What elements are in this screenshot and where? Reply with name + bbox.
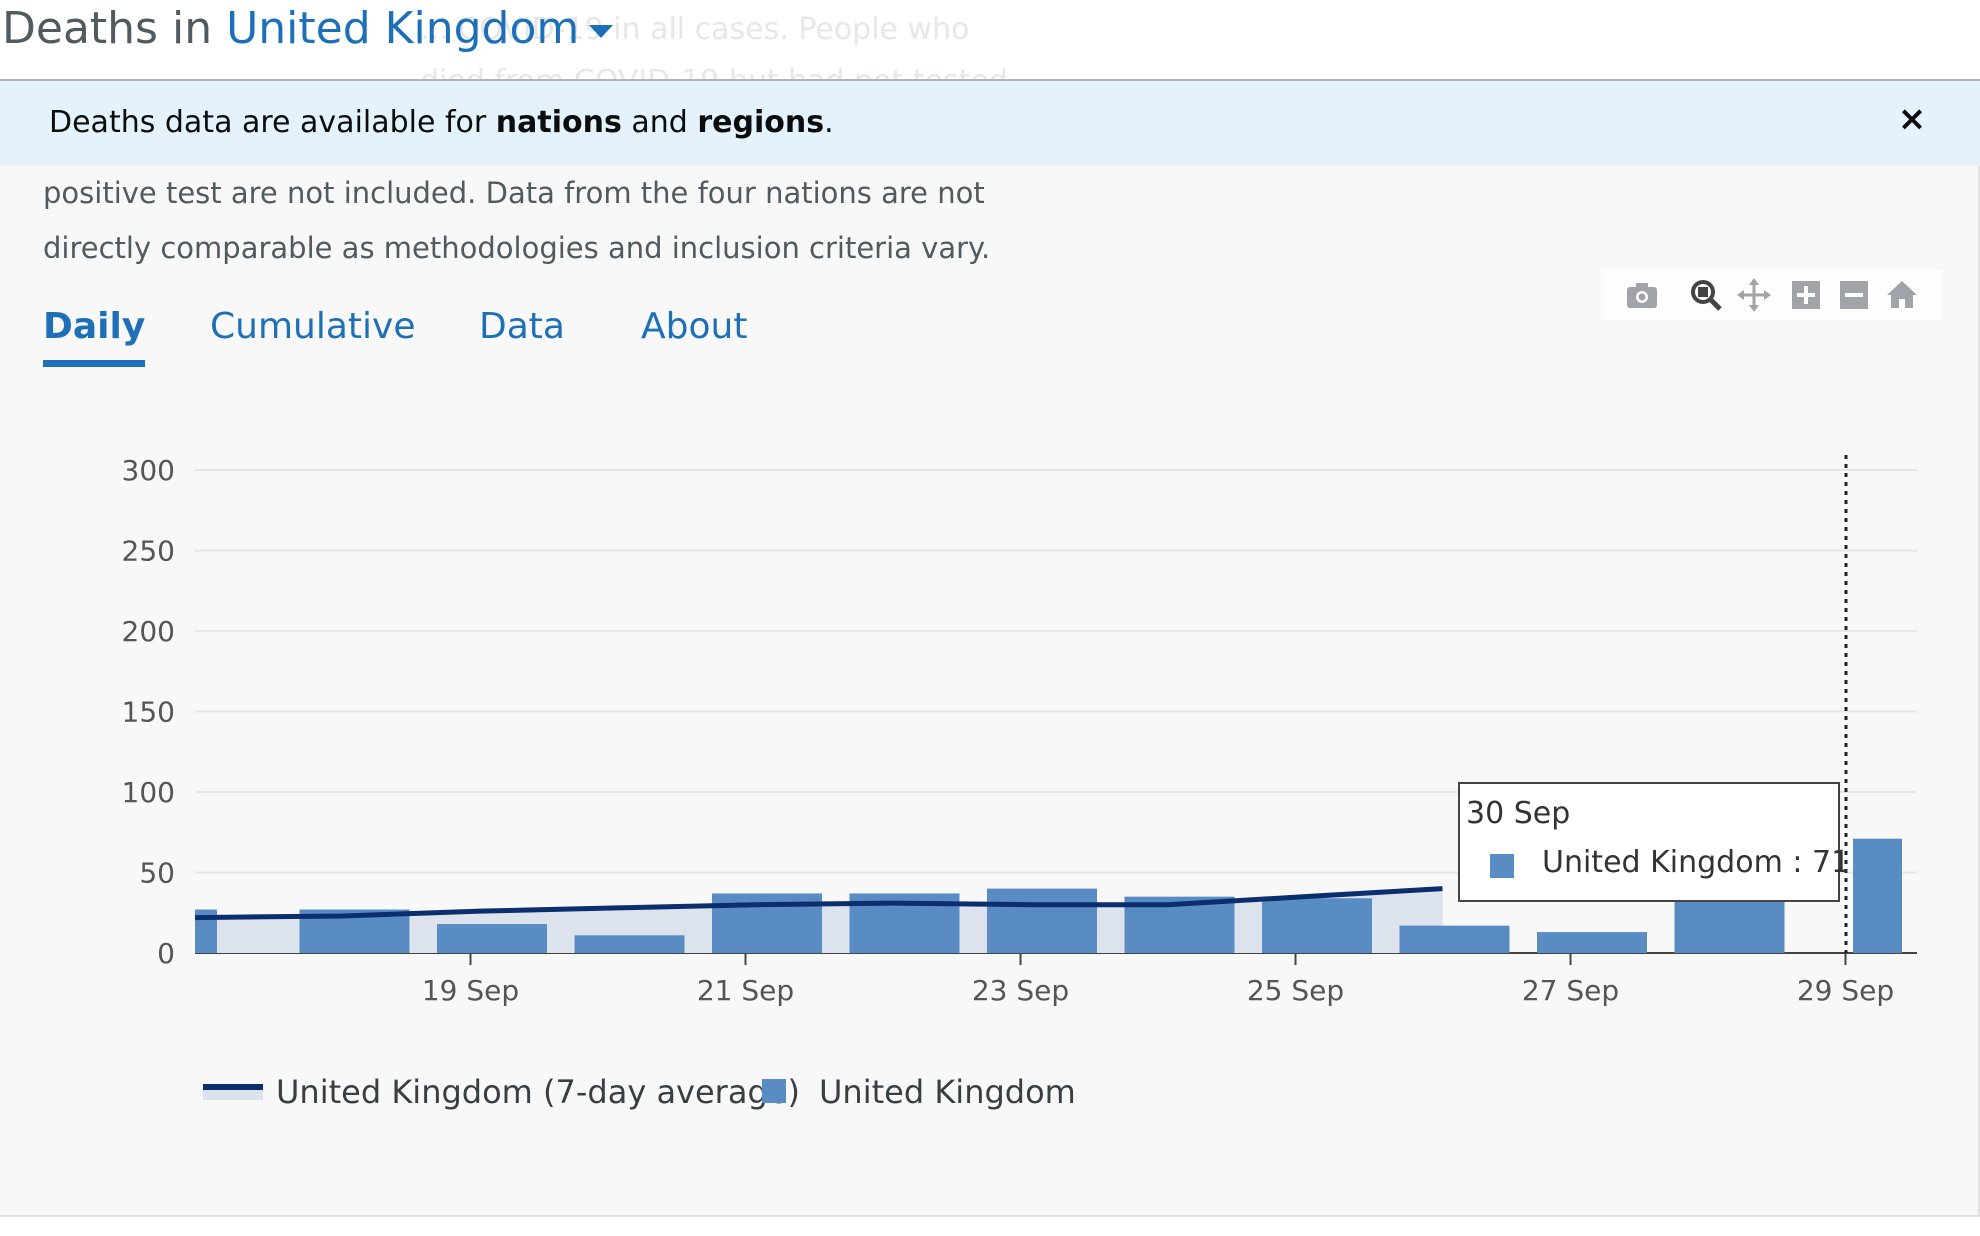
banner-message: Deaths data are available for nations an… bbox=[49, 103, 834, 143]
banner-text: and bbox=[621, 105, 698, 140]
banner-text: Deaths data are available for bbox=[49, 105, 496, 140]
legend-label-bars: United Kingdom bbox=[819, 1073, 1076, 1111]
y-tick-label: 100 bbox=[122, 776, 175, 809]
tooltip-date: 30 Sep bbox=[1466, 796, 1571, 831]
y-tick-label: 250 bbox=[122, 535, 175, 568]
tab-about[interactable]: About bbox=[641, 306, 748, 347]
tooltip-swatch bbox=[1490, 854, 1514, 878]
x-tick-label: 23 Sep bbox=[972, 974, 1069, 1007]
caret-down-icon bbox=[589, 24, 614, 38]
description-line: positive test are not included. Data fro… bbox=[43, 176, 985, 210]
card-description: positive test are not included. Data fro… bbox=[43, 166, 1023, 276]
line-swatch bbox=[203, 1084, 263, 1100]
camera-icon[interactable] bbox=[1620, 274, 1664, 316]
zoom-out-icon[interactable] bbox=[1832, 274, 1876, 316]
banner-text: . bbox=[824, 105, 834, 140]
plot-area: 0 50 100 150 200 250 300 19 Sep 21 Sep 23 Sep 25 S… bbox=[122, 454, 1917, 1007]
tooltip-value: : 71 bbox=[1782, 845, 1851, 880]
y-tick-label: 300 bbox=[122, 454, 175, 487]
chart-toolbar bbox=[1604, 270, 1942, 320]
y-tick-label: 0 bbox=[157, 937, 175, 970]
bar bbox=[1537, 932, 1647, 953]
title-prefix: Deaths in bbox=[2, 3, 213, 54]
info-banner: Deaths data are available for nations an… bbox=[0, 81, 1980, 166]
nations-link[interactable]: nations bbox=[495, 105, 622, 140]
bar bbox=[1262, 898, 1372, 953]
scrolled-text: ... COVID-19 in all cases. People who di… bbox=[420, 12, 1008, 79]
x-tick-label: 19 Sep bbox=[422, 974, 519, 1007]
bar bbox=[1853, 838, 1902, 953]
zoom-icon[interactable] bbox=[1684, 274, 1728, 316]
zoom-in-icon[interactable] bbox=[1784, 274, 1828, 316]
page-title: Deaths in United Kingdom bbox=[2, 2, 614, 56]
bar bbox=[1399, 925, 1510, 953]
bar-swatch bbox=[762, 1079, 786, 1103]
bar bbox=[987, 888, 1097, 953]
bar bbox=[195, 909, 217, 953]
deaths-card: positive test are not included. Data fro… bbox=[0, 166, 1980, 1217]
tooltip-label: United Kingdom : 71 bbox=[1542, 840, 1850, 886]
bar bbox=[1674, 893, 1785, 953]
tab-data[interactable]: Data bbox=[479, 306, 565, 347]
x-tick-label: 25 Sep bbox=[1247, 974, 1344, 1007]
x-tick-label: 21 Sep bbox=[697, 974, 794, 1007]
tab-cumulative[interactable]: Cumulative bbox=[210, 306, 416, 347]
x-tick-label: 27 Sep bbox=[1522, 974, 1619, 1007]
chart-tooltip: 30 Sep United Kingdom : 71 bbox=[1458, 782, 1850, 902]
average-line bbox=[194, 886, 1443, 921]
pan-icon[interactable] bbox=[1732, 274, 1776, 316]
description-line: directly comparable as methodologies and… bbox=[43, 231, 991, 265]
bar bbox=[574, 935, 685, 953]
location-label: United Kingdom bbox=[226, 3, 580, 54]
home-icon[interactable] bbox=[1880, 274, 1924, 316]
x-tick-label: 29 Sep bbox=[1797, 974, 1894, 1007]
page-header: ... COVID-19 in all cases. People who di… bbox=[0, 0, 1980, 81]
y-tick-label: 150 bbox=[122, 696, 175, 729]
legend-label-average: United Kingdom (7-day average) bbox=[276, 1073, 800, 1111]
y-tick-label: 50 bbox=[139, 857, 175, 890]
location-dropdown[interactable]: United Kingdom bbox=[226, 3, 614, 54]
bar bbox=[437, 924, 547, 953]
y-tick-label: 200 bbox=[122, 615, 175, 648]
tab-daily[interactable]: Daily bbox=[43, 302, 146, 367]
regions-link[interactable]: regions bbox=[697, 105, 825, 140]
tooltip-series: United Kingdom bbox=[1542, 845, 1783, 880]
close-icon[interactable]: × bbox=[1897, 99, 1927, 139]
